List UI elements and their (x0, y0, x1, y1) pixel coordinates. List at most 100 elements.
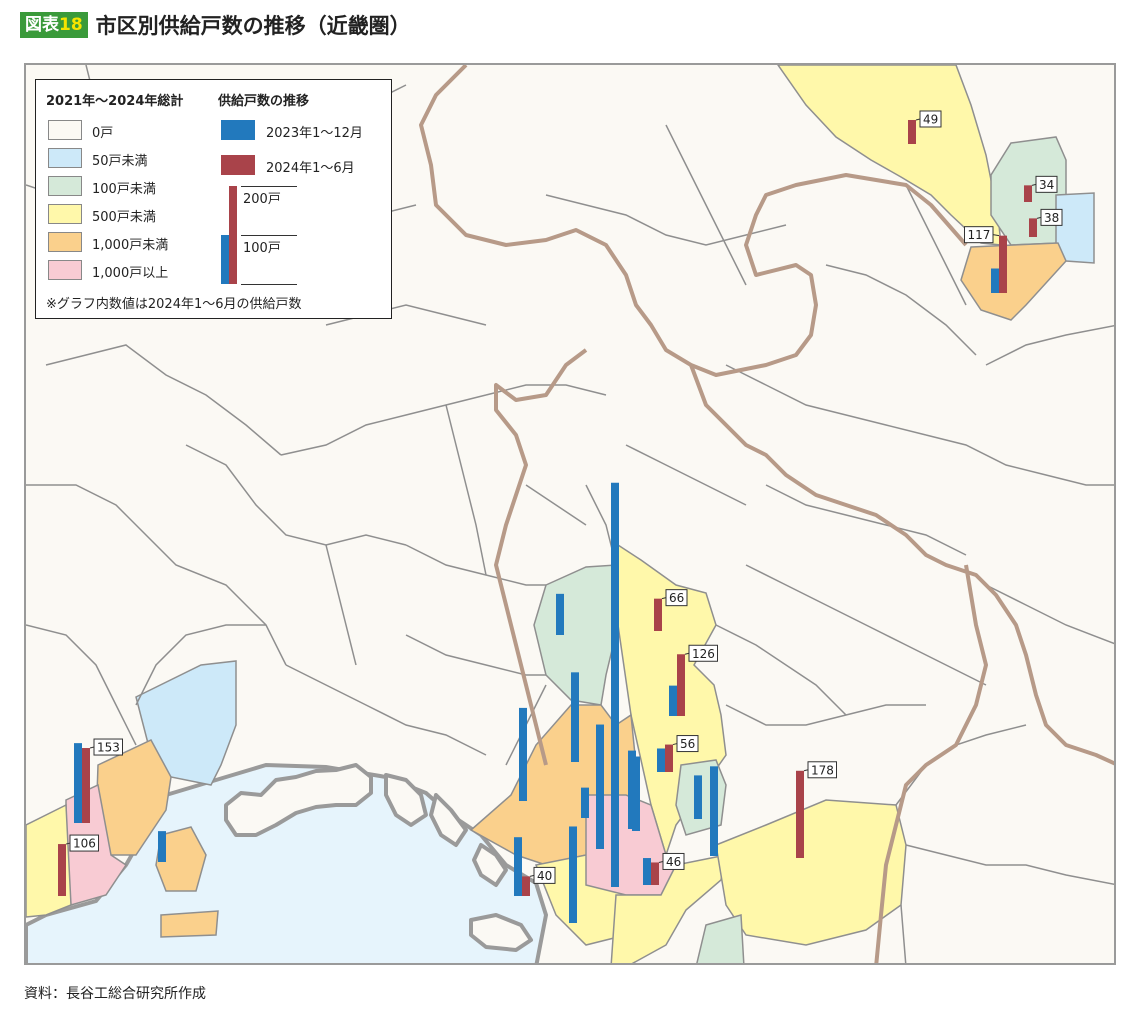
bar-2023-osaka-mid (581, 787, 589, 818)
legend-swatch-0 (48, 120, 82, 140)
legend-scale-label-100: 100戸 (243, 241, 281, 256)
bar-2023-awaji (158, 831, 166, 862)
value-label-box-kobe-west (93, 738, 123, 756)
label-leader-ne-top (915, 118, 921, 121)
value-label-moriguchi: 56 (680, 737, 695, 751)
value-label-box-ne-mid2 (1040, 208, 1063, 226)
figure-badge: 図表18 (20, 12, 88, 38)
legend-trend-heading: 供給戸数の推移 (218, 94, 310, 109)
bar-2023-osaka-c1 (596, 724, 604, 849)
legend-scale-line-100 (241, 235, 297, 236)
bar-2023-osaka-n (571, 672, 579, 762)
prefecture-borders (419, 65, 1114, 963)
bar-2023-higashiosaka (694, 775, 702, 819)
legend-swatch-4 (48, 232, 82, 252)
label-leader-akashi (65, 842, 71, 845)
value-label-box-moriguchi (676, 735, 699, 753)
legend-swatch-3 (48, 204, 82, 224)
value-label-nara: 178 (811, 763, 834, 777)
label-leader-ne-mid (1031, 183, 1037, 186)
bar-2024-ne-top (908, 119, 916, 144)
legend-label-2: 100戸未満 (92, 182, 156, 197)
value-label-hirakata: 126 (692, 647, 715, 661)
legend-series-label-2023: 2023年1〜12月 (266, 126, 363, 141)
bar-2024-nara (796, 770, 804, 858)
label-leader-takatsuki (661, 597, 667, 600)
legend-label-0: 0戸 (92, 126, 114, 141)
value-label-ne-south: 117 (968, 228, 991, 242)
bar-2024-kobe-c (522, 876, 530, 896)
bar-2024-kobe-west (82, 748, 90, 823)
bar-2024-akashi (58, 844, 66, 896)
label-leader-nara (803, 769, 809, 772)
value-label-ne-top: 49 (923, 112, 938, 126)
municipal-borders (26, 65, 1114, 963)
bar-2023-kobe-west (74, 743, 82, 823)
bar-2023-sakai-w (628, 750, 636, 829)
bar-2023-yao (643, 858, 651, 885)
value-label-box-kobe-c (533, 866, 556, 884)
label-leader-yao (658, 860, 664, 863)
region-500-center-s (610, 854, 727, 963)
region-100-north (533, 564, 619, 706)
value-label-box-ne-top (919, 110, 942, 128)
legend: 2021年〜2024年総計 供給戸数の推移 0戸 50戸未満 100戸未満 50… (35, 79, 392, 319)
label-leader-ne-south (992, 234, 1000, 237)
legend-scale-bar-2024 (229, 186, 237, 284)
bar-2023-ne-south (991, 268, 999, 293)
label-leader-kobe-west (89, 746, 95, 749)
map-frame: 49 34 38 117 153 106 40 66 126 56 46 178 (24, 63, 1116, 965)
value-label-box-takatsuki (665, 589, 688, 607)
label-leader-ne-mid2 (1036, 216, 1042, 219)
value-label-box-nara (807, 761, 837, 779)
figure-title: 市区別供給戸数の推移（近畿圏） (95, 14, 411, 38)
value-label-ne-mid: 34 (1039, 178, 1054, 192)
coastline-details (224, 763, 533, 952)
bar-2024-ne-mid (1024, 185, 1032, 202)
legend-scale-line-0 (241, 284, 297, 285)
value-label-box-ne-mid (1035, 175, 1058, 193)
bar-2023-kobe-c (514, 837, 522, 896)
region-100-south (696, 914, 745, 963)
value-label-akashi: 106 (73, 837, 96, 851)
bar-2023-moriguchi (657, 748, 665, 772)
bar-2024-ne-south (999, 235, 1007, 293)
bar-2023-osaka-c2 (611, 482, 619, 887)
legend-swatch-2 (48, 176, 82, 196)
value-label-box-ne-south (964, 226, 994, 244)
legend-label-1: 50戸未満 (92, 154, 148, 169)
legend-note: ※グラフ内数値は2024年1〜6月の供給戸数 (46, 297, 302, 312)
map-canvas: 49 34 38 117 153 106 40 66 126 56 46 178 (26, 65, 1114, 963)
value-label-kobe-c: 40 (537, 869, 552, 883)
label-leader-moriguchi (672, 743, 678, 746)
bar-2023-osaka-nw (556, 593, 564, 635)
bar-2024-takatsuki (654, 598, 662, 631)
value-label-kobe-west: 153 (97, 741, 120, 755)
bar-2024-yao (651, 862, 659, 885)
value-label-yao: 46 (666, 855, 681, 869)
bar-2024-hirakata (677, 654, 685, 716)
bar-2024-moriguchi (665, 744, 673, 772)
bar-2023-osaka-e (710, 766, 718, 856)
region-50-ne (1055, 192, 1095, 264)
region-1000-ne (960, 242, 1067, 321)
value-label-box-akashi (69, 834, 99, 852)
legend-swatch-5 (48, 260, 82, 280)
legend-scale-line-200 (241, 186, 297, 187)
bar-2024-ne-mid2 (1029, 218, 1037, 237)
supply-bars: 49 34 38 117 153 106 40 66 126 56 46 178 (58, 110, 1063, 923)
legend-total-heading: 2021年〜2024年総計 (46, 94, 184, 109)
legend-series-swatch-2024 (221, 155, 255, 175)
bar-2023-hirakata (669, 685, 677, 716)
legend-series-swatch-2023 (221, 120, 255, 140)
label-leader-kobe-c (529, 874, 535, 877)
legend-label-5: 1,000戸以上 (92, 266, 169, 281)
legend-scale-bar-2023 (221, 235, 229, 284)
bar-2023-nishinomiya (519, 707, 527, 801)
value-label-box-yao (662, 852, 685, 870)
region-1000-awaji2 (160, 910, 219, 938)
figure-header: 図表18 市区別供給戸数の推移（近畿圏） (20, 10, 411, 40)
source-note: 資料：長谷工総合研究所作成 (24, 986, 206, 1002)
value-label-ne-mid2: 38 (1044, 211, 1059, 225)
legend-scale-label-200: 200戸 (243, 192, 281, 207)
